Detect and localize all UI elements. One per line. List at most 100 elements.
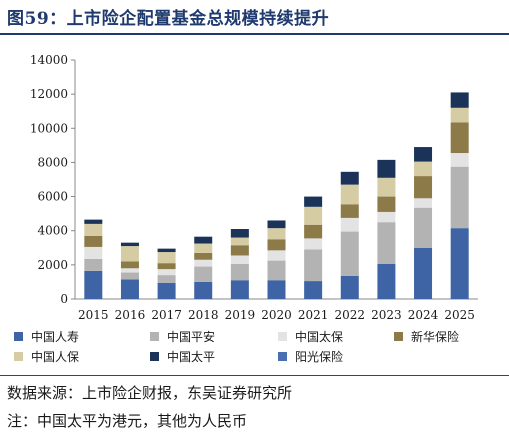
x-tick-label: 2016 xyxy=(115,308,146,322)
bar-segment xyxy=(267,250,286,261)
bar-segment xyxy=(157,252,176,264)
y-tick-label: 4000 xyxy=(37,224,68,238)
bar-segment xyxy=(194,281,213,299)
legend-label: 中国人保 xyxy=(31,350,80,364)
x-tick-label: 2023 xyxy=(371,308,402,322)
bar-segment xyxy=(120,268,139,273)
bar-segment xyxy=(450,122,469,154)
bar-segment xyxy=(84,270,103,299)
bar-segment xyxy=(377,177,396,197)
stacked-bar-chart: 2015 2016 2017 2018 2019 2020 2021 2022 2023 2024… xyxy=(30,53,478,322)
legend-swatch xyxy=(14,332,23,341)
bar-segment xyxy=(84,258,103,271)
bar-segment xyxy=(377,264,396,299)
bar-segment xyxy=(450,228,469,299)
bar-segment xyxy=(120,242,139,247)
bar-segment xyxy=(414,247,433,299)
bar-segment xyxy=(340,184,359,205)
bar-segment xyxy=(267,260,286,281)
legend-swatch xyxy=(278,332,287,341)
bar-segment xyxy=(157,248,176,253)
bar-segment xyxy=(340,217,359,232)
bar-segment xyxy=(340,275,359,299)
legend-label: 中国太平 xyxy=(167,350,216,364)
bar-segment xyxy=(157,275,176,283)
x-tick-label: 2017 xyxy=(151,308,182,322)
bar-segment xyxy=(84,223,103,236)
bar-segment xyxy=(304,238,323,250)
bar-segment xyxy=(450,153,469,167)
bar-segment xyxy=(377,211,396,223)
bar-segment xyxy=(267,280,286,299)
x-tick-label: 2025 xyxy=(444,308,475,322)
legend-item: 中国太平 xyxy=(150,348,215,365)
x-tick-label: 2022 xyxy=(334,308,365,322)
bar-segment xyxy=(194,252,213,260)
legend-item: 中国太保 xyxy=(278,328,343,345)
bar-segment xyxy=(340,171,359,185)
bar-segment xyxy=(377,196,396,212)
x-tick-label: 2020 xyxy=(261,308,292,322)
bar-segment xyxy=(84,219,103,224)
bar-segment xyxy=(304,206,323,225)
x-tick-label: 2021 xyxy=(298,308,329,322)
y-tick-label: 6000 xyxy=(37,190,68,204)
legend-label: 阳光保险 xyxy=(295,350,344,364)
legend-item: 新华保险 xyxy=(394,328,459,345)
bar-segment xyxy=(230,245,249,256)
bar-segment xyxy=(414,147,433,162)
bar-segment xyxy=(230,237,249,246)
bar-segment xyxy=(157,282,176,299)
x-tick-label: 2019 xyxy=(225,308,256,322)
bar-segment xyxy=(157,269,176,276)
bar-segment xyxy=(194,243,213,253)
x-tick-label: 2018 xyxy=(188,308,219,322)
legend-label: 中国平安 xyxy=(167,330,216,344)
bar-segment xyxy=(230,280,249,299)
y-tick-label: 10000 xyxy=(30,121,68,135)
chart-title: 图59：上市险企配置基金总规模持续提升 xyxy=(7,9,330,29)
bar-segment xyxy=(304,281,323,299)
bar-segment xyxy=(340,204,359,218)
bar-segment xyxy=(194,236,213,244)
y-tick-labels: 0 2000 4000 6000 8000 10000 12000 14000 xyxy=(30,53,75,306)
x-tick-labels: 2015 2016 2017 2018 2019 2020 2021 2022 2023 2024… xyxy=(78,308,475,322)
y-tick-label: 0 xyxy=(60,292,68,306)
bar-segment xyxy=(414,176,433,199)
bar-segment xyxy=(120,246,139,262)
bar-segment xyxy=(340,231,359,276)
legend-swatch xyxy=(150,332,159,341)
bar-segment xyxy=(450,92,469,108)
bars xyxy=(84,92,469,299)
legend-item: 阳光保险 xyxy=(278,348,343,365)
bar-segment xyxy=(267,228,286,240)
legend-swatch xyxy=(14,352,23,361)
legend-label: 新华保险 xyxy=(411,330,460,344)
bar-segment xyxy=(157,263,176,270)
bar-segment xyxy=(267,239,286,251)
bar-segment xyxy=(120,261,139,269)
x-tick-label: 2024 xyxy=(408,308,439,322)
legend-item: 中国平安 xyxy=(150,328,215,345)
bar-segment xyxy=(304,224,323,239)
bar-segment xyxy=(304,249,323,282)
bar-segment xyxy=(450,166,469,229)
bar-segment xyxy=(230,255,249,265)
y-tick-label: 2000 xyxy=(37,258,68,272)
source-text: 数据来源：上市险企财报，东吴证券研究所 xyxy=(7,384,293,402)
x-tick-label: 2015 xyxy=(78,308,109,322)
bar-segment xyxy=(304,196,323,207)
bar-segment xyxy=(267,220,286,229)
bar-segment xyxy=(194,259,213,267)
bar-segment xyxy=(377,222,396,265)
bar-segment xyxy=(120,279,139,299)
legend-label: 中国太保 xyxy=(295,330,344,344)
bar-segment xyxy=(450,107,469,123)
bar-segment xyxy=(230,264,249,281)
bar-segment xyxy=(194,266,213,282)
legend-swatch xyxy=(278,352,287,361)
legend-item: 中国人保 xyxy=(14,348,79,365)
bar-segment xyxy=(414,207,433,248)
note-text: 注：中国太平为港元，其他为人民币 xyxy=(7,412,248,430)
legend-item: 中国人寿 xyxy=(14,328,79,345)
